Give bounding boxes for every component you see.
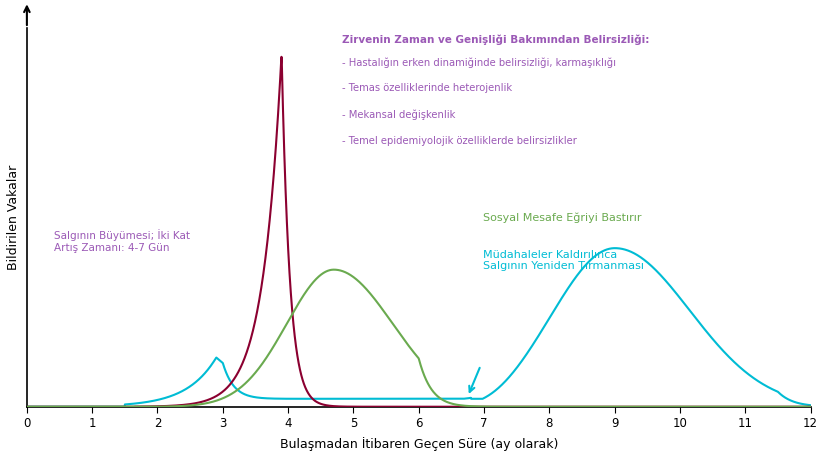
Text: - Hastalığın erken dinamiğinde belirsizliği, karmaşıklığı: - Hastalığın erken dinamiğinde belirsizl… [342,57,616,68]
Text: Sosyal Mesafe Eğriyi Bastırır: Sosyal Mesafe Eğriyi Bastırır [483,213,641,224]
Text: - Temel epidemiyolojik özelliklerde belirsizlikler: - Temel epidemiyolojik özelliklerde beli… [342,136,578,146]
Text: - Temas özelliklerinde heterojenlik: - Temas özelliklerinde heterojenlik [342,83,512,93]
X-axis label: Bulaşmadan İtibaren Geçen Süre (ay olarak): Bulaşmadan İtibaren Geçen Süre (ay olara… [280,437,558,451]
Y-axis label: Bildirilen Vakalar: Bildirilen Vakalar [7,165,20,270]
Text: Salgının Büyümesi; İki Kat
Artış Zamanı: 4-7 Gün: Salgının Büyümesi; İki Kat Artış Zamanı:… [54,229,190,252]
Text: Müdahaleler Kaldırılınca
Salgının Yeniden Tırmanması: Müdahaleler Kaldırılınca Salgının Yenide… [483,250,644,271]
Text: - Mekansal değişkenlik: - Mekansal değişkenlik [342,109,455,120]
Text: Zirvenin Zaman ve Genişliği Bakımından Belirsizliği:: Zirvenin Zaman ve Genişliği Bakımından B… [342,34,650,45]
